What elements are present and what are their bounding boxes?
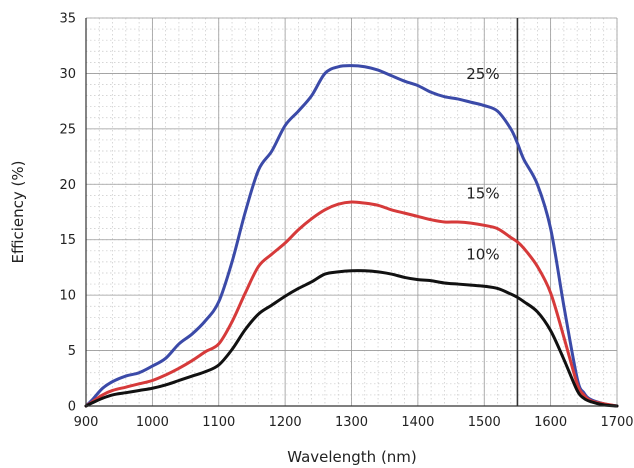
- x-tick-label: 1000: [136, 415, 169, 430]
- series-label-1: 15%: [466, 185, 499, 203]
- x-axis-title: Wavelength (nm): [287, 448, 417, 466]
- x-tick-label: 1700: [600, 415, 633, 430]
- plot-frame: [85, 18, 617, 407]
- series-line-0: [84, 64, 619, 408]
- x-tick-label: 1100: [202, 415, 235, 430]
- y-tick-labels: 0 5 10 15 20 25 30 35: [59, 12, 76, 415]
- series-line-1: [84, 200, 619, 408]
- y-axis-title: Efficiency (%): [9, 161, 27, 264]
- y-tick-label: 30: [59, 67, 76, 82]
- x-tick-label: 1500: [468, 415, 501, 430]
- y-tick-label: 15: [59, 233, 76, 248]
- x-tick-label: 1400: [401, 415, 434, 430]
- major-grid: [85, 17, 618, 407]
- x-tick-label: 1300: [335, 415, 368, 430]
- x-tick-label: 1200: [269, 415, 302, 430]
- series-lines: [84, 64, 619, 408]
- y-tick-label: 25: [59, 122, 76, 137]
- y-tick-label: 5: [68, 344, 76, 359]
- series-line-2: [84, 269, 619, 408]
- x-tick-label: 1600: [534, 415, 567, 430]
- y-tick-label: 35: [59, 12, 76, 27]
- x-tick-label: 900: [74, 415, 99, 430]
- x-tick-labels: 900 1000 1100 1200 1300 1400 1500 1600 1700: [74, 415, 634, 430]
- y-tick-label: 20: [59, 178, 76, 193]
- y-tick-label: 0: [68, 400, 76, 415]
- series-label-2: 10%: [466, 246, 499, 264]
- series-label-0: 25%: [466, 65, 499, 83]
- series-labels: 25% 15% 10%: [466, 65, 499, 264]
- y-tick-label: 10: [59, 289, 76, 304]
